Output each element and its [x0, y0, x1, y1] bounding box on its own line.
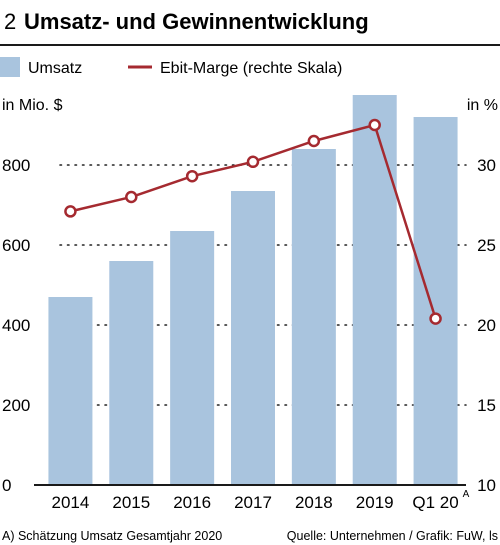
- category-label: 2019: [356, 493, 394, 512]
- right-tick-label: 15: [477, 396, 496, 415]
- right-tick-label: 10: [477, 476, 496, 495]
- legend-label-umsatz: Umsatz: [28, 60, 82, 77]
- left-tick-label: 600: [2, 236, 30, 255]
- left-tick-label: 800: [2, 156, 30, 175]
- category-label: 2016: [173, 493, 211, 512]
- point-ebit-marge: [125, 190, 138, 204]
- category-label: 2015: [112, 493, 150, 512]
- chart-title: Umsatz- und Gewinnentwicklung: [24, 9, 369, 34]
- footnote-source: Quelle: Unternehmen / Grafik: FuW, ls: [287, 529, 498, 543]
- left-axis-unit: in Mio. $: [2, 97, 63, 114]
- bar-umsatz: [231, 191, 275, 485]
- category-superscript: A: [463, 489, 470, 500]
- category-label: 2014: [52, 493, 90, 512]
- bar-umsatz: [48, 297, 93, 485]
- right-tick-label: 20: [477, 316, 496, 335]
- category-label: 2018: [295, 493, 333, 512]
- point-ebit-marge: [368, 118, 381, 132]
- left-tick-label: 400: [2, 316, 30, 335]
- bar-umsatz: [352, 95, 397, 485]
- left-tick-label: 0: [2, 476, 11, 495]
- category-label: 2017: [234, 493, 272, 512]
- point-ebit-marge: [429, 312, 442, 325]
- point-ebit-marge: [246, 155, 260, 169]
- bar-umsatz: [170, 231, 215, 485]
- legend-swatch-umsatz: [0, 57, 20, 77]
- right-axis-unit: in %: [467, 97, 498, 114]
- point-ebit-marge: [307, 134, 321, 148]
- point-ebit-marge: [64, 205, 77, 218]
- right-tick-label: 30: [477, 156, 496, 175]
- legend-label-ebit: Ebit-Marge (rechte Skala): [160, 60, 342, 77]
- point-ebit-marge: [185, 169, 199, 183]
- left-tick-label: 200: [2, 396, 30, 415]
- bar-umsatz: [291, 149, 336, 485]
- right-tick-label: 25: [477, 236, 496, 255]
- category-label: Q1 20: [412, 493, 458, 512]
- bar-umsatz: [413, 117, 458, 485]
- chart-number: 2: [4, 9, 16, 34]
- bar-umsatz: [109, 261, 154, 485]
- footnote-estimate: A) Schätzung Umsatz Gesamtjahr 2020: [2, 529, 222, 543]
